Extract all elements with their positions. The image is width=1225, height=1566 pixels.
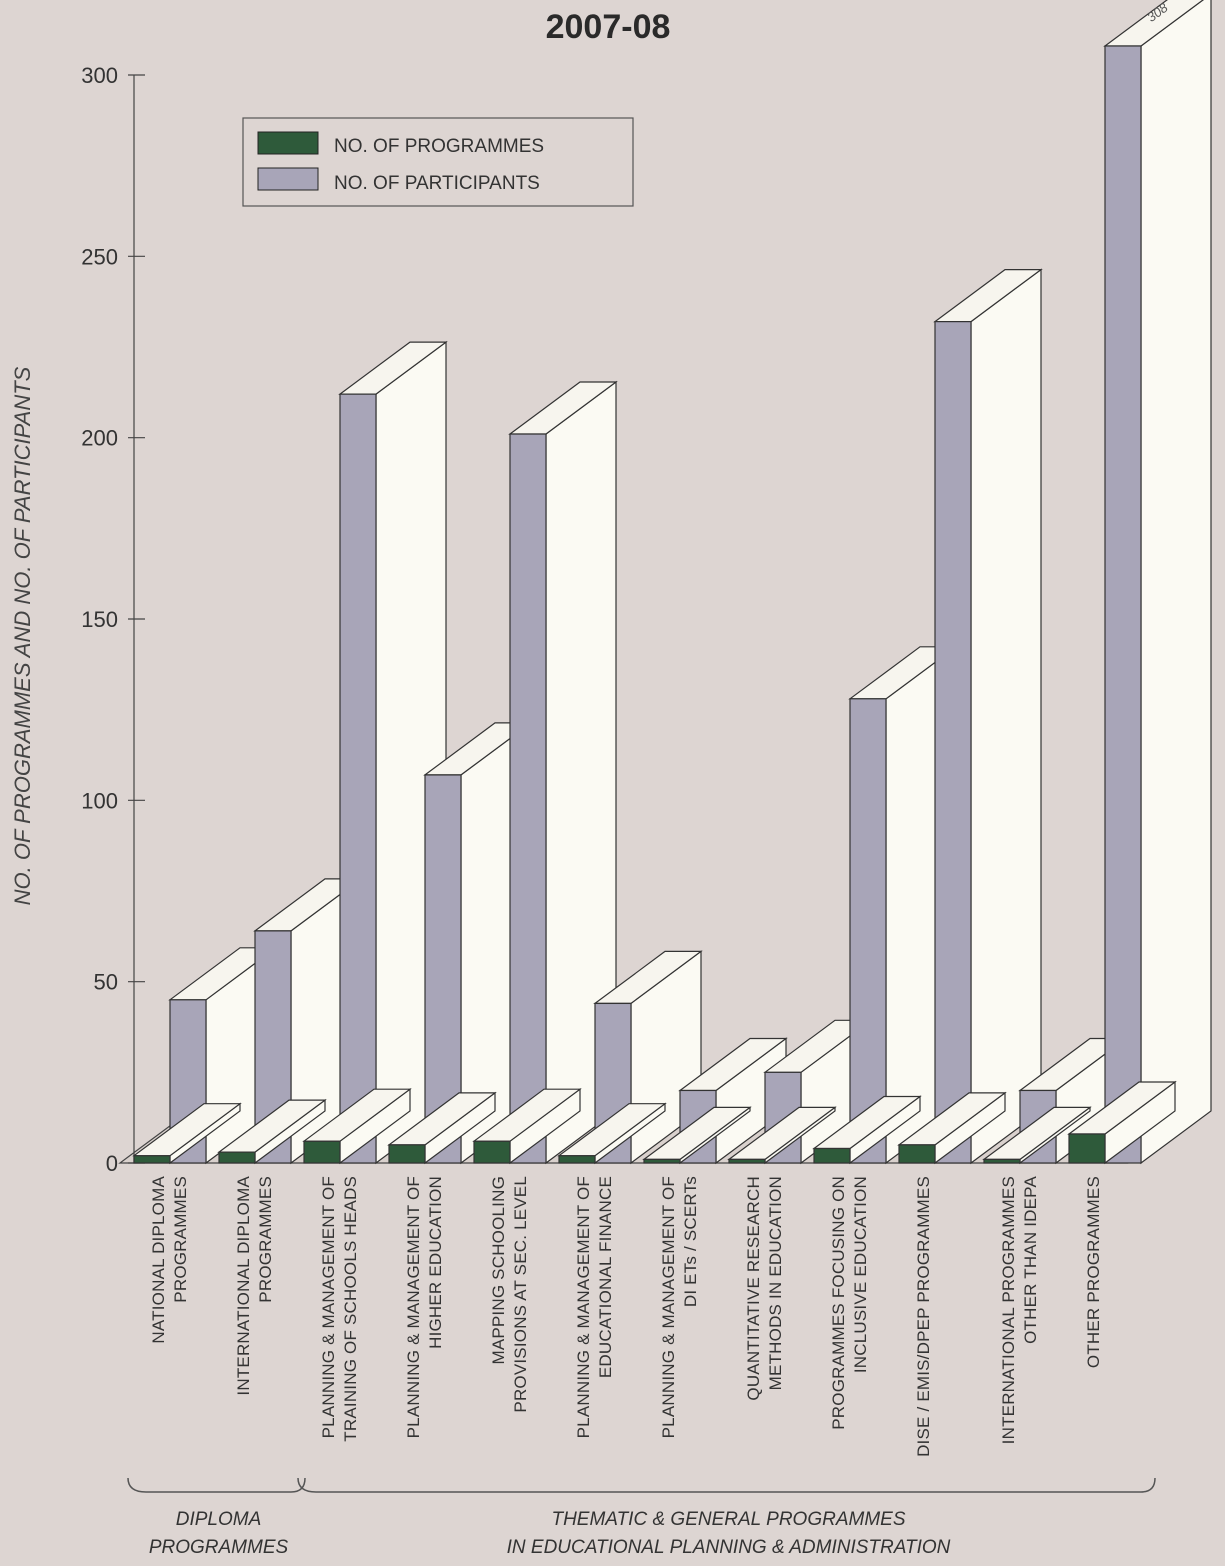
- programmes-bar-11: [1067, 1080, 1177, 1165]
- programmes-bar-8: [812, 1095, 922, 1165]
- category-label: NATIONAL DIPLOMA: [149, 1176, 168, 1344]
- category-label: PLANNING & MANAGEMENT OF: [574, 1176, 593, 1438]
- programmes-bar-5: [557, 1102, 667, 1165]
- y-axis-label: NO. OF PROGRAMMES AND NO. OF PARTICIPANT…: [10, 366, 35, 905]
- category-label: OTHER THAN IDEPA: [1021, 1176, 1040, 1344]
- category-label: TRAINING OF SCHOOLS HEADS: [341, 1176, 360, 1442]
- programmes-bar-4: [472, 1088, 582, 1165]
- y-tick-label: 250: [81, 244, 118, 269]
- category-label: PROGRAMMES: [256, 1176, 275, 1303]
- y-tick-label: 0: [106, 1151, 118, 1176]
- category-label: PLANNING & MANAGEMENT OF: [404, 1176, 423, 1438]
- category-label: MAPPING SCHOOLING: [489, 1176, 508, 1365]
- y-tick-label: 50: [94, 970, 118, 995]
- chart-title: 2007-08: [546, 8, 671, 46]
- programmes-bar-7: [727, 1106, 837, 1165]
- category-label: QUANTITATIVE RESEARCH: [744, 1176, 763, 1401]
- participants-bar-9: [933, 268, 1043, 1165]
- legend-swatch-programmes: [257, 131, 319, 155]
- category-label: PLANNING & MANAGEMENT OF: [659, 1176, 678, 1438]
- legend-swatch-participants: [257, 167, 319, 191]
- category-label: DI ETs / SCERTs: [681, 1176, 700, 1307]
- y-tick-label: 300: [81, 63, 118, 88]
- category-label: INTERNATIONAL PROGRAMMES: [999, 1176, 1018, 1444]
- category-label: HIGHER EDUCATION: [426, 1176, 445, 1349]
- legend-label-participants: NO. OF PARTICIPANTS: [334, 173, 540, 194]
- programmes-bar-0: [132, 1102, 242, 1165]
- programmes-bar-3: [387, 1091, 497, 1165]
- y-tick-label: 100: [81, 788, 118, 813]
- category-label: METHODS IN EDUCATION: [766, 1176, 785, 1390]
- legend-label-programmes: NO. OF PROGRAMMES: [334, 136, 544, 157]
- legend-box: [242, 117, 634, 207]
- y-tick-label: 150: [81, 607, 118, 632]
- participants-bar-11: [1103, 0, 1212, 1165]
- group-label: THEMATIC & GENERAL PROGRAMMES: [551, 1509, 905, 1530]
- category-label: INTERNATIONAL DIPLOMA: [234, 1176, 253, 1396]
- category-label: PROGRAMMES: [171, 1176, 190, 1303]
- programmes-bar-1: [217, 1098, 327, 1165]
- category-label: OTHER PROGRAMMES: [1084, 1176, 1103, 1368]
- legend: NO. OF PROGRAMMES NO. OF PARTICIPANTS: [242, 117, 634, 207]
- category-label: PROGRAMMES FOCUSING ON: [829, 1176, 848, 1430]
- programmes-bar-9: [897, 1091, 1007, 1165]
- y-tick-label: 200: [81, 426, 118, 451]
- labels: NATIONAL DIPLOMA PROGRAMMES INTERNATIONAL …: [127, 0, 1171, 1558]
- group-label: PROGRAMMES: [149, 1537, 289, 1558]
- category-label: PROVISIONS AT SEC. LEVEL: [511, 1176, 530, 1413]
- programmes-bar-6: [642, 1106, 752, 1165]
- programmes-bar-10: [982, 1106, 1092, 1165]
- programmes-bar-2: [302, 1088, 412, 1165]
- category-label: INCLUSIVE EDUCATION: [851, 1176, 870, 1373]
- category-label: DISE / EMIS/DPEP PROGRAMMES: [914, 1176, 933, 1457]
- participants-bar-4: [508, 380, 618, 1165]
- category-label: EDUCATIONAL FINANCE: [596, 1176, 615, 1378]
- category-label: PLANNING & MANAGEMENT OF: [319, 1176, 338, 1438]
- group-label: DIPLOMA: [176, 1509, 262, 1530]
- group-bracket: [127, 1477, 306, 1493]
- group-bracket: [297, 1477, 1156, 1493]
- bars: [132, 0, 1212, 1165]
- group-label: IN EDUCATIONAL PLANNING & ADMINISTRATION: [507, 1537, 951, 1558]
